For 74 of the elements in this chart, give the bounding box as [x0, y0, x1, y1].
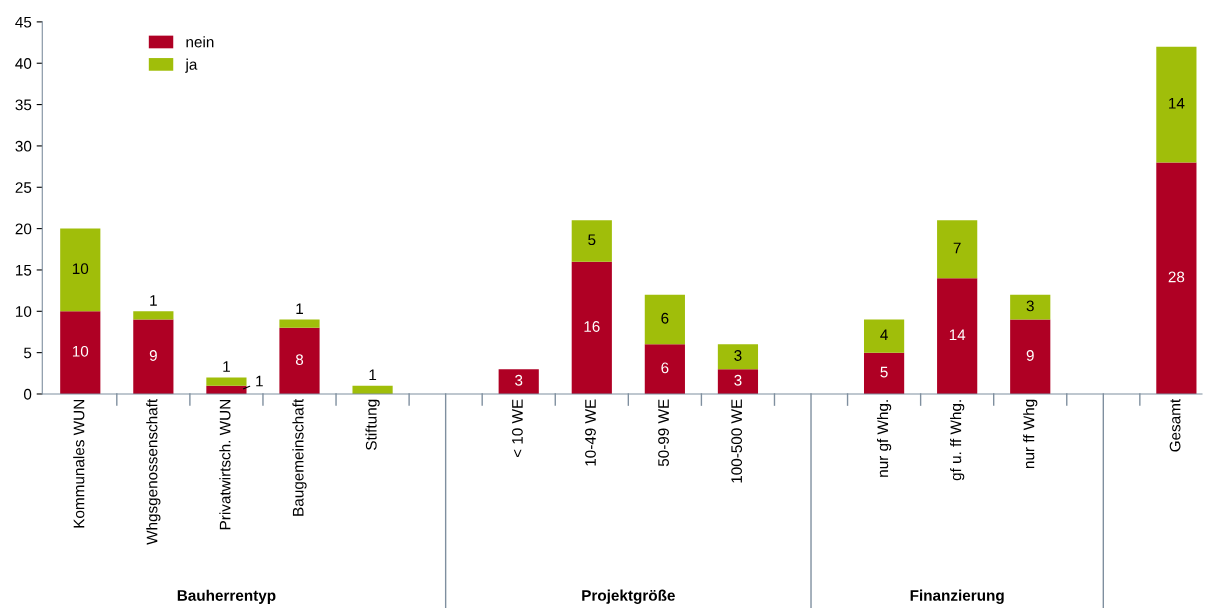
- x-tick-label: Privatwirtsch. WUN: [219, 400, 231, 530]
- y-tick-label: 30: [15, 140, 32, 152]
- bar: [1156, 162, 1197, 394]
- bar: [717, 369, 759, 394]
- bar: [937, 220, 978, 279]
- bar: [571, 261, 612, 394]
- y-tick-label: 35: [15, 99, 32, 111]
- bar: [1010, 319, 1051, 394]
- data-label: 9: [149, 350, 157, 361]
- x-tick-label: Stiftung: [365, 399, 380, 450]
- text: Projektgröße: [582, 589, 675, 604]
- bar: [644, 344, 685, 394]
- text: Finanzierung: [910, 589, 1004, 604]
- y-tick-label: 10: [16, 306, 32, 317]
- bar: [1156, 46, 1197, 163]
- data-label: 10: [72, 345, 89, 357]
- data-label: 1: [256, 375, 263, 387]
- data-label: 14: [1169, 98, 1185, 109]
- legend-label: nein: [186, 36, 214, 48]
- bar: [60, 228, 101, 312]
- y-tick-label: 45: [15, 16, 32, 28]
- data-label: 3: [734, 374, 742, 386]
- data-label: 10: [72, 263, 89, 275]
- data-label: 8: [295, 354, 304, 366]
- y-tick-label: 25: [15, 182, 32, 193]
- y-tick-label: 5: [23, 347, 32, 359]
- bar: [133, 311, 174, 320]
- bar: [1010, 294, 1051, 320]
- data-label: 5: [588, 234, 596, 246]
- y-tick-label: 40: [15, 58, 32, 69]
- data-label: 16: [584, 321, 600, 332]
- x-tick-label: Gesamt: [1169, 398, 1181, 452]
- data-label: 5: [880, 366, 888, 378]
- data-label: 7: [953, 242, 961, 254]
- bar: [863, 352, 905, 394]
- data-label: 3: [515, 374, 523, 386]
- x-tick-label: Kommunales WUN: [73, 400, 85, 528]
- text: Bauherrentyp: [177, 589, 276, 604]
- data-label: 4: [880, 329, 888, 341]
- data-label: 3: [734, 350, 742, 361]
- data-label: 28: [1168, 271, 1185, 283]
- data-label: 1: [369, 369, 377, 381]
- x-tick-label: 10-49 WE: [585, 399, 596, 466]
- x-tick-label: Baugemeinschaft: [292, 398, 307, 516]
- bar: [279, 327, 320, 394]
- x-tick-label: Whgsgenossenschaft: [146, 398, 161, 545]
- data-label: 6: [661, 312, 669, 324]
- y-tick-label: 0: [23, 388, 32, 400]
- x-tick-label: gf u. ff Whg.: [950, 400, 965, 481]
- x-tick-label: < 10 WE: [512, 399, 523, 458]
- x-tick-label: 50-99 WE: [658, 399, 669, 467]
- bar: [206, 377, 247, 386]
- bar: [133, 319, 174, 394]
- data-label: 1: [150, 295, 157, 306]
- data-label: 3: [1026, 300, 1034, 312]
- data-label: 1: [223, 361, 230, 372]
- x-tick-label: nur ff Whg: [1023, 399, 1038, 469]
- data-label: 14: [949, 329, 966, 341]
- legend-label: ja: [185, 58, 198, 73]
- x-tick-label: 100-500 WE: [731, 399, 743, 483]
- bar: [937, 278, 978, 394]
- bar: [644, 294, 685, 345]
- data-label: 9: [1026, 350, 1034, 361]
- data-label: 6: [661, 362, 669, 374]
- bar: [571, 220, 612, 262]
- bar: [863, 319, 905, 353]
- data-label: 1: [296, 303, 303, 314]
- x-tick-label: nur gf Whg.: [876, 400, 892, 477]
- bar: [279, 319, 320, 328]
- y-tick-label: 20: [15, 223, 32, 235]
- bar: [717, 344, 759, 370]
- bar: [498, 369, 539, 394]
- bar: [60, 311, 101, 394]
- y-tick-label: 15: [16, 264, 32, 276]
